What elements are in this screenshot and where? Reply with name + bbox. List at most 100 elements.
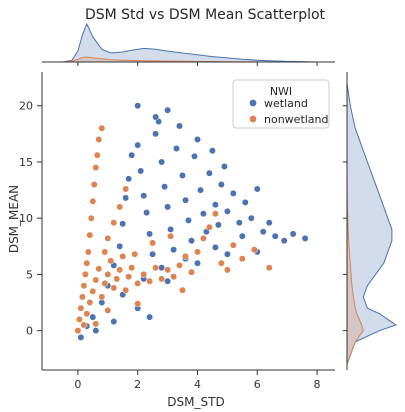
point-wetland-48 xyxy=(265,219,273,227)
point-nonwetland-38 xyxy=(158,275,166,283)
point-wetland-69 xyxy=(238,232,246,240)
point-wetland-24 xyxy=(173,145,180,152)
point-wetland-0 xyxy=(77,333,85,341)
point-wetland-62 xyxy=(92,327,100,335)
point-nonwetland-28 xyxy=(116,266,124,274)
point-wetland-11 xyxy=(134,141,142,149)
point-wetland-50 xyxy=(280,237,288,245)
point-wetland-54 xyxy=(152,113,160,121)
point-nonwetland-62 xyxy=(134,300,142,308)
chart-title: DSM Std vs DSM Mean Scatterplot xyxy=(85,7,326,23)
point-nonwetland-4 xyxy=(80,282,88,290)
legend-title: NWI xyxy=(270,85,292,98)
point-nonwetland-1 xyxy=(75,315,83,323)
point-wetland-23 xyxy=(170,246,178,254)
point-wetland-37 xyxy=(211,201,219,209)
point-nonwetland-0 xyxy=(74,327,82,335)
point-nonwetland-44 xyxy=(194,248,201,256)
point-nonwetland-26 xyxy=(110,284,118,292)
point-nonwetland-29 xyxy=(119,252,127,260)
legend-marker-wetland xyxy=(249,99,257,107)
point-nonwetland-30 xyxy=(122,286,130,294)
point-wetland-49 xyxy=(271,232,279,240)
point-nonwetland-45 xyxy=(199,234,207,242)
y-tick-label-10: 10 xyxy=(19,212,33,225)
point-wetland-32 xyxy=(197,186,204,194)
point-wetland-59 xyxy=(194,259,201,267)
point-nonwetland-25 xyxy=(107,257,115,265)
point-wetland-33 xyxy=(199,210,207,218)
point-wetland-58 xyxy=(164,277,172,285)
point-nonwetland-24 xyxy=(104,270,112,278)
point-nonwetland-48 xyxy=(217,259,225,267)
point-nonwetland-20 xyxy=(92,276,100,284)
point-nonwetland-18 xyxy=(86,299,94,306)
legend-label-wetland: wetland xyxy=(264,97,308,110)
point-wetland-43 xyxy=(235,219,243,227)
point-nonwetland-40 xyxy=(170,273,178,281)
point-nonwetland-19 xyxy=(89,287,97,295)
point-nonwetland-55 xyxy=(110,219,118,227)
point-nonwetland-32 xyxy=(128,264,136,272)
point-nonwetland-21 xyxy=(95,265,103,273)
point-nonwetland-22 xyxy=(98,293,106,301)
point-wetland-66 xyxy=(158,264,166,272)
point-wetland-12 xyxy=(137,167,145,175)
point-nonwetland-31 xyxy=(125,273,133,281)
point-wetland-20 xyxy=(161,183,169,191)
x-tick-label-4: 4 xyxy=(194,378,201,391)
point-nonwetland-50 xyxy=(229,241,237,249)
point-nonwetland-7 xyxy=(84,248,92,256)
point-nonwetland-16 xyxy=(80,321,88,329)
point-wetland-40 xyxy=(220,163,228,170)
point-nonwetland-2 xyxy=(77,304,85,312)
point-wetland-53 xyxy=(134,102,142,110)
point-nonwetland-12 xyxy=(92,164,100,172)
point-wetland-55 xyxy=(164,106,172,114)
y-marginal-kde xyxy=(343,72,398,370)
point-wetland-2 xyxy=(89,313,97,321)
point-wetland-44 xyxy=(241,198,249,206)
point-nonwetland-3 xyxy=(78,293,86,301)
point-wetland-8 xyxy=(122,194,130,202)
point-nonwetland-6 xyxy=(83,259,91,267)
point-wetland-52 xyxy=(301,234,309,242)
point-nonwetland-60 xyxy=(167,232,175,240)
point-nonwetland-52 xyxy=(250,246,258,254)
point-wetland-17 xyxy=(152,130,160,138)
point-nonwetland-43 xyxy=(188,268,195,276)
legend-box xyxy=(232,79,330,129)
point-wetland-41 xyxy=(223,207,231,215)
point-wetland-28 xyxy=(185,216,192,224)
point-nonwetland-42 xyxy=(182,252,189,260)
point-wetland-26 xyxy=(179,172,186,179)
point-nonwetland-47 xyxy=(211,210,219,218)
point-wetland-21 xyxy=(164,203,172,211)
point-nonwetland-14 xyxy=(95,136,103,143)
point-nonwetland-23 xyxy=(101,279,109,287)
point-wetland-38 xyxy=(214,221,222,229)
point-wetland-64 xyxy=(146,313,154,321)
point-wetland-22 xyxy=(167,225,175,233)
point-wetland-6 xyxy=(116,242,124,250)
point-nonwetland-63 xyxy=(104,306,112,314)
x-tick-label-6: 6 xyxy=(254,378,261,391)
point-nonwetland-59 xyxy=(149,239,157,247)
point-nonwetland-58 xyxy=(101,248,109,256)
y-tick-label-15: 15 xyxy=(19,156,33,169)
point-nonwetland-9 xyxy=(87,214,95,222)
point-nonwetland-56 xyxy=(116,203,124,211)
point-nonwetland-39 xyxy=(164,266,172,274)
legend-marker-nonwetland xyxy=(249,115,257,123)
point-wetland-15 xyxy=(146,230,154,238)
point-nonwetland-53 xyxy=(265,264,273,272)
y-axis-label: DSM_MEAN xyxy=(7,185,21,253)
point-nonwetland-27 xyxy=(113,275,121,283)
point-wetland-60 xyxy=(223,250,231,258)
point-nonwetland-54 xyxy=(104,234,112,242)
point-wetland-19 xyxy=(158,158,166,166)
point-nonwetland-41 xyxy=(176,261,183,269)
point-wetland-31 xyxy=(194,136,201,143)
point-nonwetland-61 xyxy=(179,286,186,294)
